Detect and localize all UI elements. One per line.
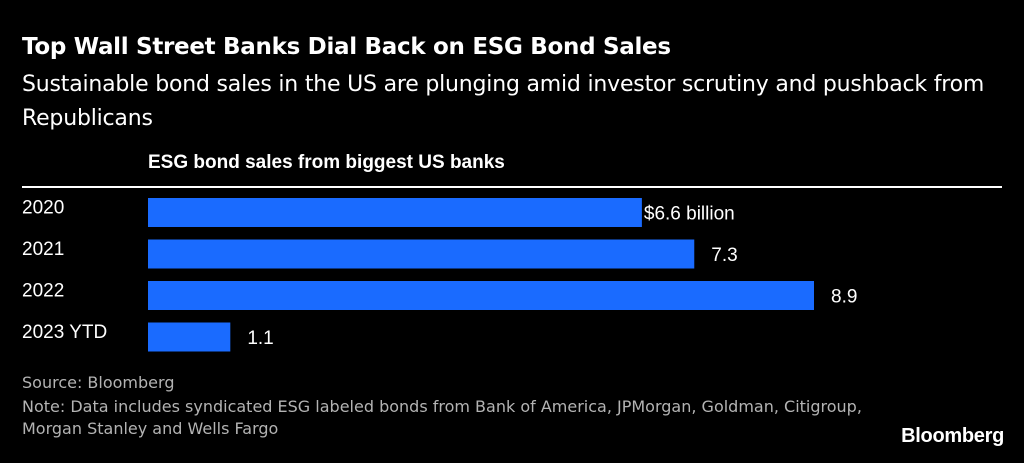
bar-3 [148,322,231,352]
bar-2 [148,281,814,310]
source-note: Source: Bloomberg [22,373,175,392]
value-label-0: $6.6 billion [644,204,735,225]
chart-title-rule [22,186,1002,188]
bar-0 [148,198,642,227]
chart-title: ESG bond sales from biggest US banks [148,152,505,173]
value-label-1: 7.3 [711,245,737,266]
bar-chart: 2020 $6.6 billion 2021 7.3 2022 8.9 2023 YTD 1.… [22,198,857,352]
data-note: Note: Data includes syndicated ESG label… [22,397,862,438]
value-label-3: 1.1 [247,328,273,349]
category-label-2: 2022 [22,281,64,302]
page-subtitle: Sustainable bond sales in the US are plu… [22,72,985,131]
page-title: Top Wall Street Banks Dial Back on ESG B… [22,34,671,60]
category-label-3: 2023 YTD [22,322,107,343]
bloomberg-logo: Bloomberg [901,425,1004,447]
category-label-0: 2020 [22,198,64,219]
category-label-1: 2021 [22,239,64,260]
value-label-2: 8.9 [831,287,857,308]
bar-1 [148,239,695,269]
